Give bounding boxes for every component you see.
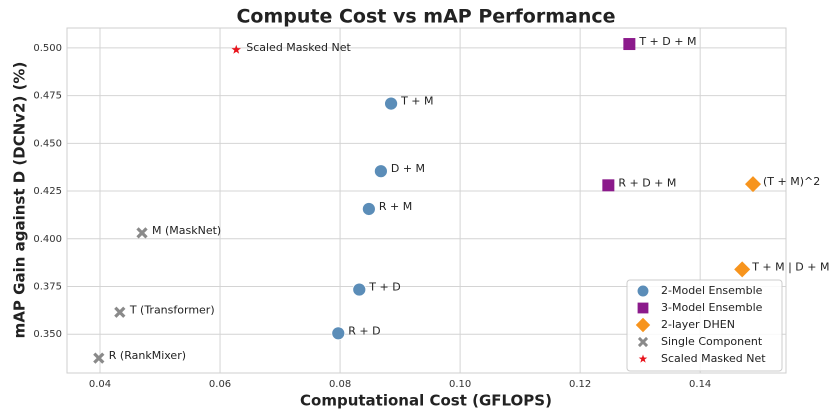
point-label: R + D bbox=[348, 324, 380, 337]
legend-marker bbox=[635, 317, 651, 333]
legend-box bbox=[626, 279, 783, 372]
point-label: M (MaskNet) bbox=[152, 224, 221, 237]
point bbox=[231, 44, 242, 54]
point bbox=[114, 306, 126, 318]
y-axis-label: mAP Gain against D (DCNv2) (%) bbox=[11, 62, 29, 339]
x-tick-label: 0.08 bbox=[329, 379, 351, 390]
point bbox=[373, 164, 388, 179]
point bbox=[734, 261, 751, 278]
point bbox=[93, 352, 105, 364]
point bbox=[136, 227, 148, 239]
point-label: R (RankMixer) bbox=[109, 349, 186, 362]
legend-marker bbox=[636, 284, 650, 298]
x-tick-label: 0.10 bbox=[449, 379, 471, 390]
point-label: Scaled Masked Net bbox=[246, 41, 351, 54]
point bbox=[331, 326, 346, 341]
y-tick-label: 0.375 bbox=[33, 282, 62, 293]
y-tick-label: 0.500 bbox=[33, 43, 62, 54]
point bbox=[352, 282, 367, 297]
point bbox=[361, 202, 376, 216]
y-tick-label: 0.425 bbox=[33, 186, 62, 197]
x-axis-label: Computational Cost (GFLOPS) bbox=[300, 392, 552, 410]
point-label: R + D + M bbox=[618, 176, 676, 189]
point-label: T (Transformer) bbox=[129, 303, 215, 316]
legend-marker bbox=[637, 336, 649, 348]
plot-frame bbox=[66, 27, 787, 374]
point-label: T + M | D + M bbox=[751, 260, 829, 273]
x-tick-label: 0.04 bbox=[89, 379, 111, 390]
point bbox=[744, 176, 761, 193]
legend-label: 2-Model Ensemble bbox=[661, 284, 763, 297]
y-tick-label: 0.450 bbox=[33, 138, 62, 149]
y-tick-label: 0.400 bbox=[33, 234, 62, 245]
point bbox=[602, 179, 615, 192]
point-label: T + D + M bbox=[638, 35, 696, 48]
point-label: R + M bbox=[379, 200, 412, 213]
legend-marker bbox=[638, 354, 648, 363]
x-tick-label: 0.06 bbox=[209, 379, 231, 390]
legend-label: Scaled Masked Net bbox=[661, 352, 766, 365]
point bbox=[623, 38, 636, 51]
legend-label: Single Component bbox=[661, 335, 763, 348]
y-tick-label: 0.475 bbox=[33, 91, 62, 102]
point-label: T + M bbox=[400, 95, 433, 108]
y-tick-label: 0.350 bbox=[33, 329, 62, 340]
legend-label: 3-Model Ensemble bbox=[661, 301, 763, 314]
chart-title: Compute Cost vs mAP Performance bbox=[236, 6, 615, 28]
point-label: T + D bbox=[368, 281, 400, 294]
legend-marker bbox=[637, 302, 649, 314]
x-tick-label: 0.12 bbox=[569, 379, 591, 390]
point bbox=[384, 96, 398, 111]
point-label: (T + M)^2 bbox=[763, 175, 820, 188]
legend-label: 2-layer DHEN bbox=[661, 318, 735, 331]
point-label: D + M bbox=[391, 162, 425, 175]
x-tick-label: 0.14 bbox=[689, 379, 711, 390]
